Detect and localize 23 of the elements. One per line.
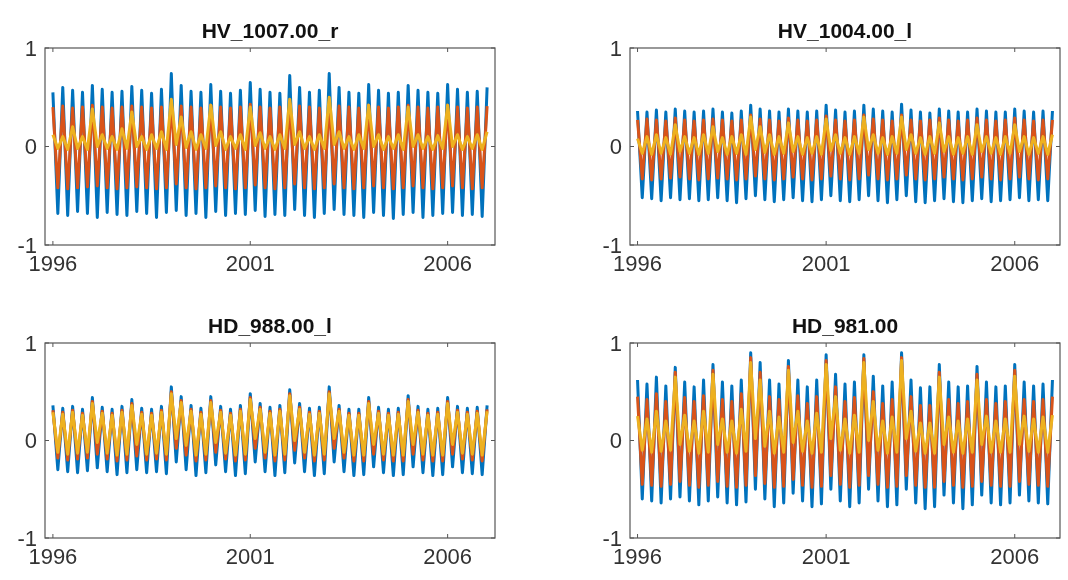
y-tick-label: 1 bbox=[24, 35, 37, 61]
y-tick-label: 1 bbox=[609, 35, 622, 61]
line-series bbox=[636, 359, 1054, 455]
x-tick-label: 2006 bbox=[990, 251, 1040, 276]
x-tick-label: 2006 bbox=[990, 544, 1040, 569]
y-tick-label: 0 bbox=[24, 134, 37, 160]
x-tick-label: 2001 bbox=[801, 544, 851, 569]
x-tick-label: 2006 bbox=[423, 251, 473, 276]
y-tick-label: 1 bbox=[24, 330, 37, 356]
y-tick-label: 1 bbox=[609, 330, 622, 356]
y-tick-label: 0 bbox=[24, 428, 37, 454]
line-series bbox=[51, 95, 489, 151]
line-series bbox=[636, 115, 1054, 156]
x-tick-label: 2001 bbox=[801, 251, 851, 276]
x-tick-label: 2001 bbox=[225, 544, 275, 569]
y-tick-label: 0 bbox=[609, 134, 622, 160]
chart-title: HD_988.00_l bbox=[208, 314, 332, 337]
x-tick-label: 2001 bbox=[225, 251, 275, 276]
x-tick-label: 2006 bbox=[423, 544, 473, 569]
y-tick-label: 0 bbox=[609, 428, 622, 454]
chart-title: HV_1007.00_r bbox=[201, 19, 339, 42]
chart-title: HV_1004.00_l bbox=[777, 19, 913, 42]
chart-title: HD_981.00 bbox=[791, 314, 899, 337]
